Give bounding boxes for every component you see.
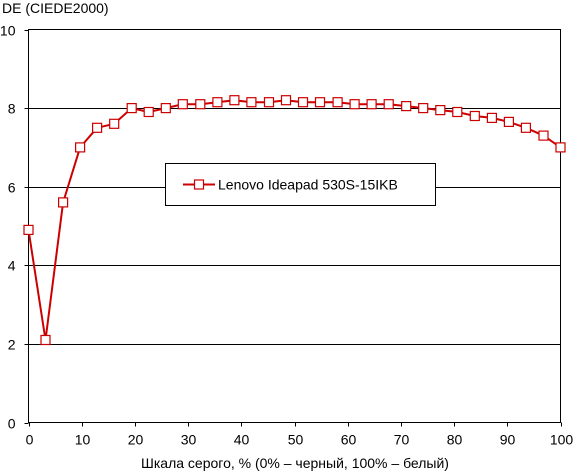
data-point-marker (418, 102, 429, 114)
data-point-marker (486, 112, 497, 124)
x-tick-label: 0 (26, 432, 34, 448)
x-tick-label: 80 (447, 432, 463, 448)
x-tick-label: 70 (394, 432, 410, 448)
data-point-marker (177, 99, 188, 110)
legend: Lenovo Ideapad 530S-15IKB (165, 163, 436, 206)
data-point-marker (57, 197, 69, 208)
x-tick-label: 60 (341, 432, 357, 448)
y-tick-label: 4 (8, 258, 16, 274)
y-tick-label: 2 (8, 337, 16, 353)
y-tick-label: 8 (8, 101, 16, 117)
data-point-marker (435, 104, 446, 116)
data-point-marker (452, 106, 463, 118)
data-point-marker (91, 122, 103, 133)
y-tick-label: 6 (8, 180, 16, 196)
plot-area (28, 29, 561, 423)
data-point-marker (40, 334, 51, 346)
data-point-marker (195, 99, 206, 110)
data-point-marker (538, 130, 549, 141)
y-tick-label: 0 (8, 416, 16, 432)
x-tick-label: 50 (288, 432, 304, 448)
data-point-marker (74, 142, 86, 153)
data-point-marker (212, 97, 223, 108)
data-point-marker (229, 95, 240, 106)
data-point-marker (314, 97, 326, 108)
data-point-marker (126, 102, 137, 114)
x-tick-label: 90 (500, 432, 516, 448)
data-point-marker (332, 97, 343, 108)
data-markers (23, 95, 566, 346)
data-point-marker (246, 97, 257, 108)
data-point-marker (349, 99, 360, 110)
data-point-marker (555, 142, 566, 153)
x-tick-label: 40 (234, 432, 250, 448)
series-polyline (27, 99, 562, 341)
y-axis-title: DE (CIEDE2000) (2, 0, 109, 16)
x-tick-label: 30 (181, 432, 197, 448)
data-point-marker (143, 106, 154, 118)
data-point-marker (469, 110, 480, 122)
legend-marker (193, 179, 205, 190)
data-point-marker (383, 99, 394, 110)
data-point-marker (401, 100, 412, 112)
series-line (27, 99, 562, 341)
data-point-marker (23, 224, 34, 235)
data-point-marker (520, 122, 532, 133)
x-tick-label: 100 (550, 432, 573, 448)
x-tick-label: 10 (75, 432, 91, 448)
y-tick-label: 10 (0, 23, 16, 39)
data-point-marker (280, 95, 292, 106)
x-axis-title: Шкала серого, % (0% – черный, 100% – бел… (141, 455, 449, 471)
data-point-marker (297, 97, 309, 108)
data-point-marker (263, 97, 275, 108)
legend-label: Lenovo Ideapad 530S-15IKB (218, 177, 398, 193)
data-point-marker (503, 116, 514, 128)
data-point-marker (160, 102, 171, 114)
grid-lines (28, 108, 561, 345)
x-tick-label: 20 (128, 432, 144, 448)
data-point-marker (366, 99, 377, 110)
data-point-marker (109, 118, 120, 129)
